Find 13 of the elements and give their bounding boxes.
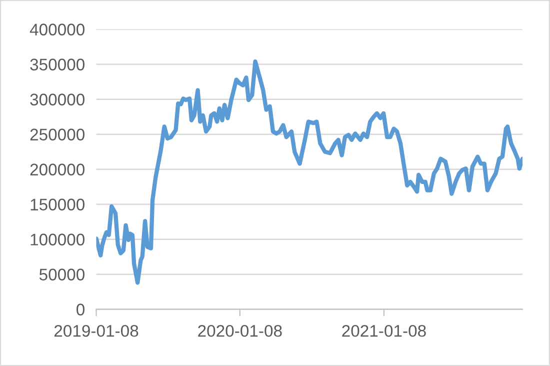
y-tick-label: 250000: [30, 128, 84, 140]
y-tick-label: 50000: [39, 268, 84, 280]
y-tick-label: 0: [76, 304, 84, 316]
x-tick-label: 2019-01-08: [54, 324, 138, 337]
y-tick-label: 350000: [30, 58, 84, 70]
x-tick-label: 2021-01-08: [342, 324, 426, 337]
y-tick-label: 200000: [30, 164, 84, 176]
y-tick-label: 300000: [30, 94, 84, 106]
y-tick-label: 150000: [30, 198, 84, 210]
x-tick-label: 2020-01-08: [198, 324, 282, 337]
y-tick-label: 400000: [30, 24, 84, 36]
y-tick-label: 100000: [30, 234, 84, 246]
line-series: [96, 59, 522, 285]
